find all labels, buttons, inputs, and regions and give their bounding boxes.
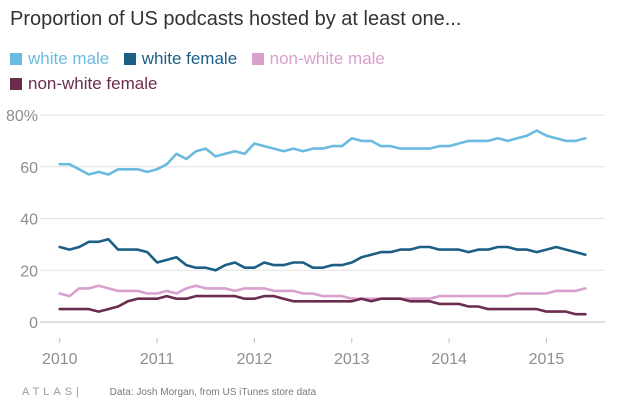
- legend-swatch: [10, 52, 22, 65]
- legend-label: non-white female: [28, 73, 158, 93]
- legend-swatch: [251, 52, 264, 65]
- x-tick-label: 2010: [42, 351, 78, 368]
- x-tick-label: 2013: [334, 351, 370, 368]
- y-tick-label: 60: [20, 160, 38, 177]
- brand-logo: ATLAS|: [22, 386, 83, 398]
- series-line-non-white-female: [58, 294, 587, 316]
- legend-swatch: [123, 52, 136, 65]
- legend-item-white-female: white female: [123, 46, 238, 71]
- y-tick-label: 40: [20, 212, 38, 229]
- chart-title: Proportion of US podcasts hosted by at l…: [10, 8, 462, 30]
- y-tick-label: 80%: [6, 108, 38, 125]
- legend-item-white-male: white male: [10, 46, 109, 71]
- legend-label: non-white male: [269, 48, 385, 68]
- series-line-non-white-male: [58, 284, 587, 301]
- source-note: Data: Josh Morgan, from US iTunes store …: [109, 387, 317, 398]
- y-tick-label: 0: [29, 315, 38, 332]
- x-tick-label: 2015: [529, 351, 565, 368]
- legend-swatch: [10, 77, 22, 90]
- series-line-white-female: [58, 237, 587, 272]
- legend-item-non-white-male: non-white male: [251, 46, 385, 71]
- legend-label: white male: [28, 48, 110, 68]
- legend-item-non-white-female: non-white female: [10, 71, 157, 96]
- x-tick-label: 2012: [237, 351, 273, 368]
- legend: white male white female non-white male n…: [10, 46, 480, 96]
- y-tick-label: 20: [20, 263, 38, 280]
- series-line-white-male: [58, 129, 587, 176]
- x-tick-label: 2011: [140, 351, 175, 368]
- footer: ATLAS| Data: Josh Morgan, from US iTunes…: [22, 386, 316, 398]
- legend-label: white female: [141, 48, 238, 68]
- x-tick-label: 2014: [431, 351, 467, 368]
